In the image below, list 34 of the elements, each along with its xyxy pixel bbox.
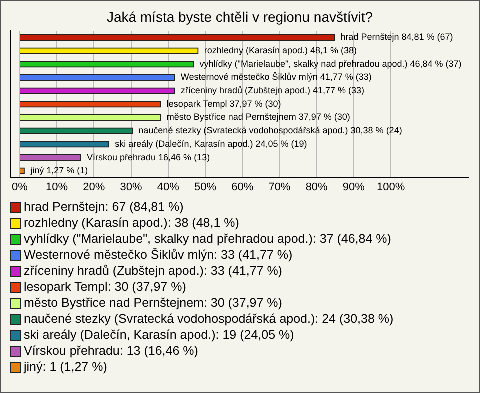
text: vyhlídky ("Marielaube", skalky nad přehradou apod.): 37 (46,84 %) [24,232,392,246]
text: ski areály (Dalečín, Karasín apod.): 19 (24,05 %) [24,328,294,342]
category-label: hrad Pernštejn 84,81 % (67) [340,32,454,42]
x-tick-label: 60% [232,181,254,194]
text: hrad Pernštejn: 67 (84,81 %) [24,200,184,214]
text: lesopark Templ: 30 (37,97 %) [24,280,186,294]
x-tick-label: 50% [194,181,217,194]
category-label: Vírskou přehradu 16,46 % (13) [87,152,210,162]
x-tick-label: 80% [306,181,328,194]
category-label: lesopark Templ 37,97 % (30) [166,98,282,109]
chart-title: Jaká místa byste chtěli v regionu navštívit? [106,9,374,27]
category-label: zříceniny hradů (Zubštejn apod.) 41,77 % (33) [180,86,365,96]
x-tick-label: 100% [376,181,406,194]
category-label: Westernové městečko Šiklův mlýn 41,77 % (33) [180,72,372,82]
category-label: ski areály (Dalečín, Karasín apod.) 24,05 % (19) [115,138,308,149]
x-tick-label: 0% [12,181,28,194]
x-tick-label: 20% [83,181,106,194]
x-tick-label: 70% [268,181,291,194]
category-label: vyhlídky ("Marielaube", skalky nad přehradou apod.) 46,84 % (37) [200,58,462,69]
x-tick-label: 40% [157,181,180,194]
category-label: naučené stezky (Svratecká vodohospodářská apod.) 30,38 % (24) [138,126,402,136]
x-tick-label: 90% [342,181,366,194]
x-tick-label: 10% [46,181,68,194]
text: Westernové městečko Šiklův mlýn: 33 (41,77 %) [24,248,293,262]
category-label: město Bystřice nad Pernštejnem 37,97 % (30) [166,112,350,122]
x-tick-label: 30% [120,181,142,194]
category-label: rozhledny (Karasín apod.) 48,1 % (38) [204,46,358,56]
text: Vírskou přehradu: 13 (16,46 %) [24,344,198,358]
text: naučené stezky (Svratecká vodohospodářská apod.): 24 (30,38 %) [24,312,394,326]
category-label: jiný 1,27 % (1) [30,166,88,176]
text: rozhledny (Karasín apod.): 38 (48,1 %) [24,216,240,230]
text: jiný: 1 (1,27 %) [24,360,108,374]
text: město Bystřice nad Pernštejnem: 30 (37,97 %) [24,296,282,310]
text: zříceniny hradů (Zubštejn apod.): 33 (41,77 %) [24,264,282,278]
